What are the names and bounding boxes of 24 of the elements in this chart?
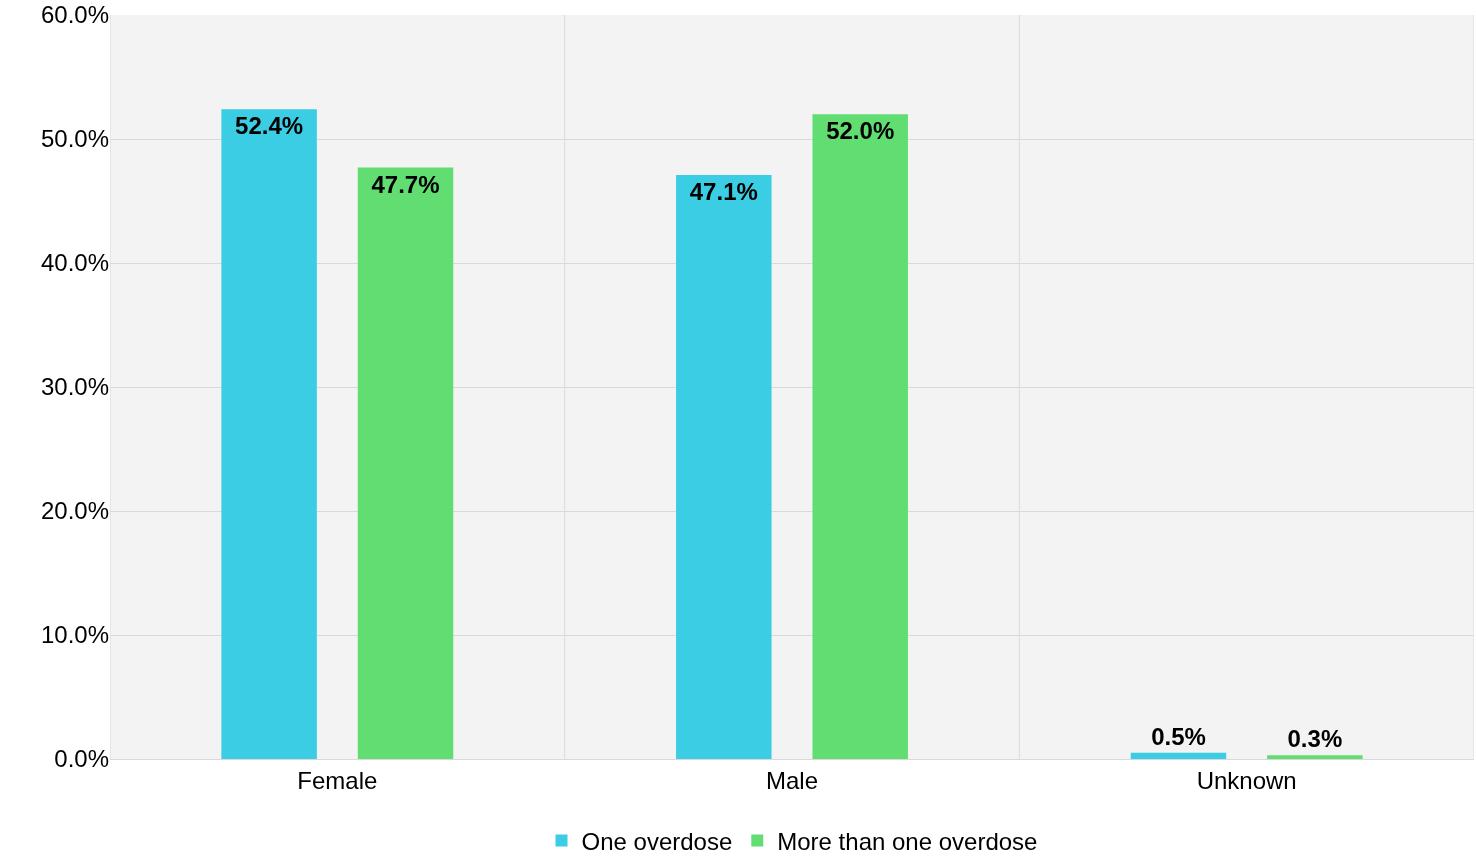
bar — [812, 114, 908, 759]
y-tick-label: 60.0% — [40, 1, 109, 29]
data-label: 0.5% — [1151, 722, 1206, 750]
data-label: 47.7% — [371, 170, 440, 198]
legend-label: More than one overdose — [777, 827, 1038, 855]
bar — [357, 167, 454, 759]
bar — [1267, 755, 1363, 759]
data-label: 0.3% — [1287, 725, 1343, 753]
bar — [676, 174, 772, 759]
y-tick-label: 30.0% — [40, 373, 109, 401]
data-label: 52.4% — [235, 112, 304, 140]
x-tick-label: Female — [297, 766, 378, 794]
y-tick-label: 20.0% — [40, 497, 109, 525]
y-tick-label: 50.0% — [40, 125, 109, 153]
data-label: 52.0% — [826, 117, 895, 145]
y-tick-label: 0.0% — [54, 745, 109, 773]
bar — [221, 109, 317, 759]
x-tick-label: Unknown — [1196, 766, 1297, 794]
y-tick-label: 40.0% — [40, 249, 109, 277]
x-tick-label: Male — [765, 766, 819, 794]
data-label: 47.1% — [689, 177, 758, 205]
bar — [1130, 752, 1227, 759]
y-tick-label: 10.0% — [40, 621, 109, 649]
legend-label: One overdose — [581, 827, 733, 855]
